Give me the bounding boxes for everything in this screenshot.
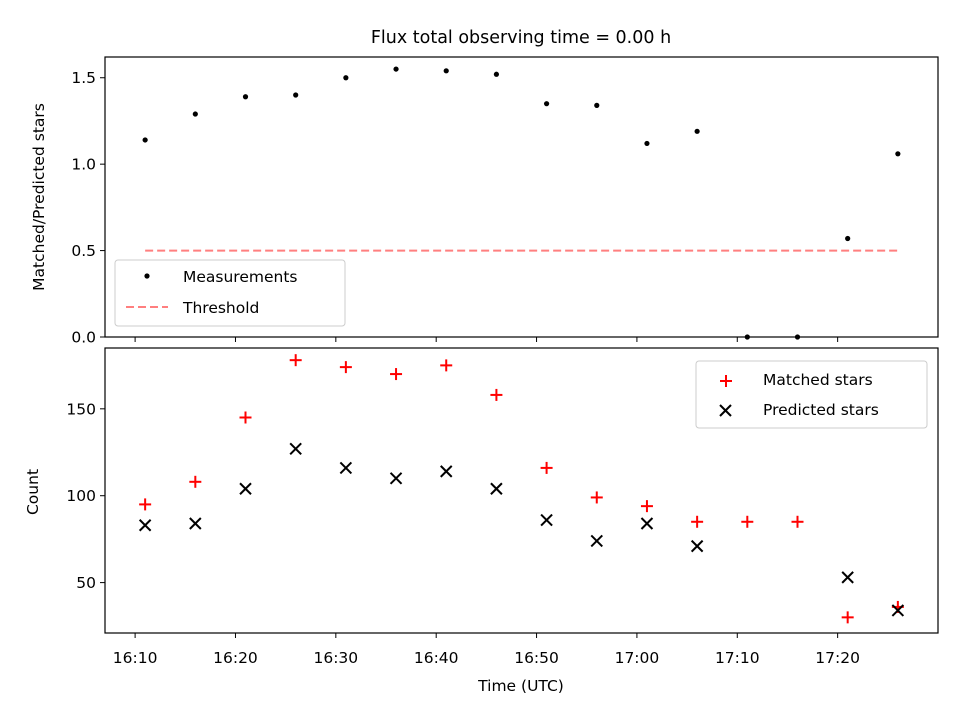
top-y-ticks: 0.0 0.5 1.0 1.5 (71, 69, 105, 347)
x-tick-label: 16:20 (213, 649, 258, 667)
measurement-point (343, 75, 349, 81)
x-tick-label: 17:00 (615, 649, 660, 667)
matched-point (490, 388, 503, 401)
measurement-point (242, 94, 249, 100)
predicted-point (189, 517, 202, 530)
legend-marker-matched (720, 375, 732, 387)
measurement-point (142, 137, 148, 143)
matched-point (139, 498, 152, 511)
top-legend-box (114, 259, 346, 327)
predicted-point (289, 442, 302, 455)
chart-title: Flux total observing time = 0.00 h (371, 28, 671, 48)
predicted-point (339, 461, 353, 475)
bottom-x-ticks: 16:10 16:20 16:30 16:40 16:50 17:00 17:10 17:20 (113, 633, 860, 667)
bottom-y-tick-label: 50 (76, 574, 96, 592)
top-y-axis-label: Matched/Predicted stars (30, 103, 48, 291)
matched-point (239, 411, 252, 424)
matched-point (289, 354, 302, 367)
x-axis-label: Time (UTC) (477, 677, 564, 695)
legend-marker-predicted (719, 404, 732, 417)
x-tick-label: 16:40 (414, 649, 459, 667)
measurement-point (192, 111, 198, 117)
top-y-tick-label: 1.0 (71, 156, 96, 174)
predicted-point (239, 482, 252, 495)
predicted-point (440, 465, 453, 478)
legend-label-measurements: Measurements (183, 268, 298, 286)
bottom-y-tick-label: 100 (66, 487, 96, 505)
predicted-point (490, 482, 503, 495)
bottom-y-tick-label: 150 (66, 400, 96, 418)
bottom-plot-frame (104, 347, 939, 634)
predicted-point (590, 534, 603, 548)
measurement-point (845, 235, 851, 242)
x-tick-label: 16:10 (113, 649, 158, 667)
matched-point (390, 368, 403, 381)
bottom-legend-box (695, 360, 928, 429)
predicted-point (389, 472, 403, 485)
x-tick-label: 17:10 (715, 649, 760, 667)
legend-label-predicted: Predicted stars (763, 401, 879, 419)
bottom-legend: Matched stars Predicted stars (695, 360, 928, 429)
x-tick-label: 17:20 (815, 649, 860, 667)
predicted-point (138, 519, 152, 532)
top-legend: Measurements Threshold (114, 259, 346, 327)
matched-point (339, 361, 352, 374)
matched-point (791, 515, 804, 528)
matched-point (189, 475, 202, 488)
measurement-point (895, 151, 901, 157)
measurement-point (644, 140, 650, 147)
predicted-point (640, 517, 654, 530)
matched-point (691, 515, 704, 528)
measurement-point (293, 92, 299, 98)
matched-point (440, 359, 453, 372)
matched-point (640, 500, 653, 513)
measurement-point (393, 66, 399, 72)
x-tick-label: 16:50 (514, 649, 559, 667)
measurement-point (543, 101, 550, 107)
measurement-point (493, 71, 500, 77)
matched-point (590, 491, 603, 504)
legend-marker-measurements (144, 273, 150, 279)
top-y-tick-label: 0.5 (71, 242, 96, 260)
legend-label-matched: Matched stars (763, 371, 873, 389)
matched-point (741, 515, 754, 528)
measurement-point (594, 102, 600, 108)
top-panel: 0.0 0.5 1.0 1.5 Matched/Predicted stars Mea… (30, 56, 939, 347)
predicted-point (690, 539, 704, 553)
bottom-data-layer (138, 354, 905, 624)
top-y-tick-label: 1.5 (71, 69, 96, 87)
measurement-point (443, 68, 449, 74)
predicted-point (540, 513, 553, 527)
measurement-point (694, 128, 700, 134)
bottom-y-axis-label: Count (24, 469, 42, 515)
predicted-point (891, 604, 905, 617)
predicted-point (841, 571, 854, 584)
legend-label-threshold: Threshold (182, 299, 259, 317)
top-x-ticks (134, 337, 839, 342)
top-plot-frame (104, 56, 939, 338)
x-tick-label: 16:30 (313, 649, 358, 667)
top-y-tick-label: 0.0 (71, 329, 96, 347)
matched-point (540, 461, 553, 474)
matched-point (841, 611, 854, 624)
bottom-y-ticks: 50 100 150 (66, 400, 105, 592)
